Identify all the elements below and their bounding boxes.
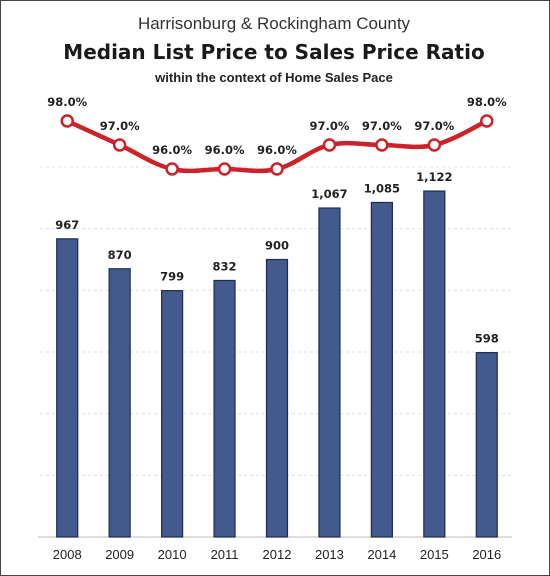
bar-2012 — [265, 258, 289, 538]
ratio-label-2014: 97.0% — [362, 119, 402, 133]
x-tick-2009: 2009 — [105, 547, 134, 562]
ratio-line-series — [60, 114, 494, 176]
bar-label-2015: 1,122 — [416, 170, 452, 184]
bar-2016 — [475, 352, 498, 538]
bar-data-labels: 967 870 799 832 900 1,067 1,085 1,122 598 — [55, 170, 499, 346]
ratio-label-2010: 96.0% — [152, 143, 192, 157]
x-tick-2008: 2008 — [53, 547, 82, 562]
ratio-label-2013: 97.0% — [309, 119, 349, 133]
x-axis-ticks: 2008 2009 2010 2011 2012 2013 2014 2015 2016 — [53, 547, 501, 562]
bar-2011 — [213, 279, 236, 538]
ratio-label-2016: 98.0% — [467, 95, 507, 109]
ratio-marker-2014 — [375, 138, 389, 152]
ratio-marker-2008 — [60, 114, 74, 128]
bar-label-2014: 1,085 — [364, 181, 400, 195]
ratio-label-2015: 97.0% — [414, 119, 454, 133]
chart-title: Median List Price to Sales Price Ratio — [63, 40, 485, 64]
bar-label-2012: 900 — [265, 239, 289, 253]
chart-titles: Harrisonburg & Rockingham County Median … — [0, 0, 548, 87]
x-tick-2014: 2014 — [367, 547, 396, 562]
bar-2010 — [161, 290, 184, 538]
chart-subtitle: within the context of Home Sales Pace — [155, 70, 393, 85]
bar-series — [56, 190, 498, 538]
x-tick-2016: 2016 — [472, 547, 501, 562]
x-tick-2015: 2015 — [420, 547, 449, 562]
bar-label-2010: 799 — [160, 270, 184, 284]
ratio-marker-2016 — [480, 114, 494, 128]
ratio-marker-2013 — [322, 138, 337, 152]
bar-label-2016: 598 — [475, 332, 499, 346]
bar-2013 — [318, 207, 341, 538]
bar-2014 — [370, 201, 393, 538]
bar-label-2011: 832 — [213, 259, 237, 273]
chart-top-line: Harrisonburg & Rockingham County — [137, 14, 411, 33]
ratio-marker-2009 — [112, 138, 127, 152]
x-tick-2013: 2013 — [315, 547, 344, 562]
bar-label-2009: 870 — [108, 248, 132, 262]
ratio-marker-2010 — [165, 162, 179, 176]
bar-2015 — [423, 190, 446, 538]
bar-label-2013: 1,067 — [311, 187, 347, 201]
ratio-label-2008: 98.0% — [47, 95, 87, 109]
bar-label-2008: 967 — [55, 218, 79, 232]
x-tick-2011: 2011 — [211, 547, 239, 562]
ratio-marker-2015 — [427, 138, 442, 152]
x-tick-2010: 2010 — [158, 547, 187, 562]
ratio-marker-2012 — [270, 162, 284, 176]
ratio-data-labels: 98.0% 97.0% 96.0% 96.0% 96.0% 97.0% 97.0% 97.0%… — [47, 95, 507, 157]
ratio-marker-2011 — [217, 162, 232, 176]
bar-2008 — [56, 238, 79, 538]
ratio-label-2011: 96.0% — [205, 143, 245, 157]
ratio-label-2009: 97.0% — [100, 119, 140, 133]
x-tick-2012: 2012 — [263, 547, 292, 562]
ratio-label-2012: 96.0% — [257, 143, 297, 157]
bar-2009 — [108, 268, 131, 538]
